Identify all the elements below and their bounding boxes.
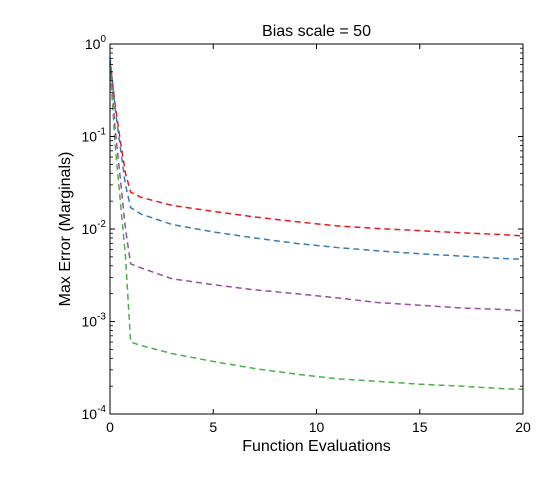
- plot-frame: [109, 43, 524, 415]
- series-line-3: [109, 63, 524, 312]
- x-tick-label: 15: [412, 419, 428, 435]
- plot-area: [110, 44, 523, 414]
- x-tick-label: 20: [515, 419, 531, 435]
- x-tick-label: 10: [309, 419, 325, 435]
- x-tick-label: 5: [209, 419, 217, 435]
- series-line-2: [109, 57, 524, 261]
- y-tick-label: 10-3: [82, 312, 107, 330]
- axis-layer: 0 5 10 15 20 100 10-1 10-2 10-3 10-4: [82, 34, 531, 435]
- x-axis-title: Function Evaluations: [242, 438, 391, 455]
- chart-title: Bias scale = 50: [262, 23, 371, 40]
- x-tick-label: 0: [106, 419, 114, 435]
- series-line-4: [109, 64, 524, 391]
- y-tick-label: 10-2: [82, 219, 107, 237]
- y-tick-label: 100: [85, 34, 107, 52]
- series-layer: [109, 57, 524, 391]
- y-tick-label: 10-1: [82, 127, 107, 145]
- y-tick-label: 10-4: [82, 404, 107, 422]
- y-axis-title: Max Error (Marginals): [57, 152, 74, 307]
